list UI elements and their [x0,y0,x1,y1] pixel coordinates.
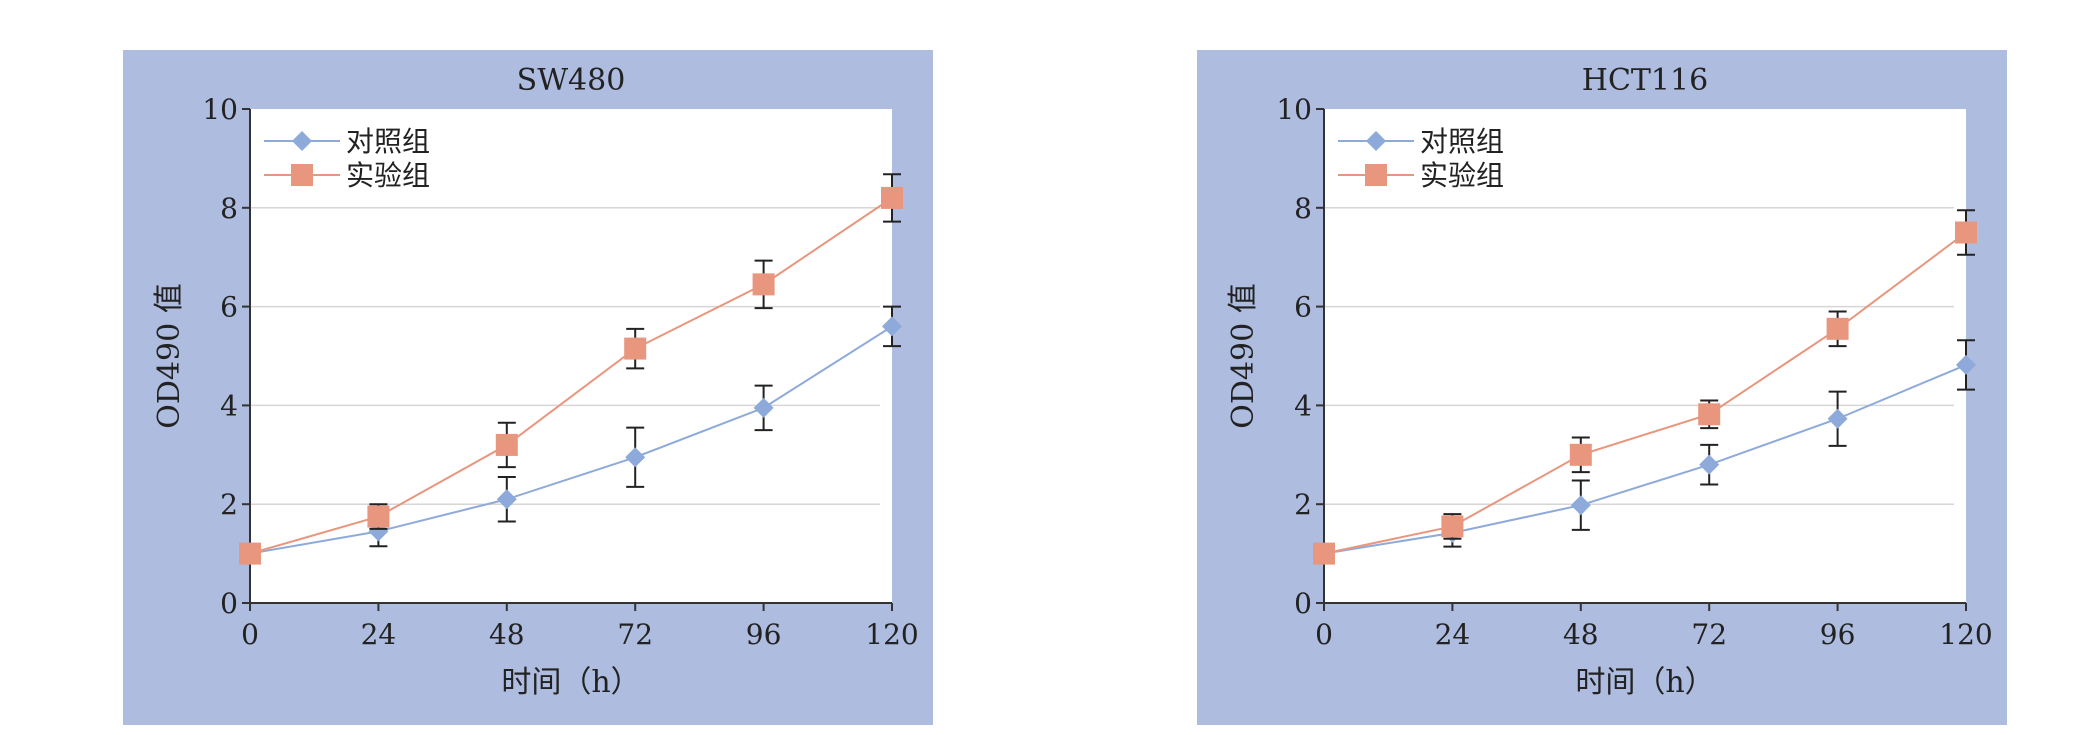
chart-title: HCT116 [1582,63,1708,98]
x-tick-label: 72 [617,618,653,651]
x-axis-label: 时间（h） [501,665,640,700]
x-tick-label: 96 [746,618,782,651]
chart-panel-sw480: 0 2 4 6 8 10 0 24 48 72 96 120 SW480 时间（h） OD490 值对照组实… [123,50,933,725]
x-tick-label: 120 [1939,618,1992,651]
data-point-diamond [1699,454,1720,475]
x-tick-label: 72 [1691,618,1727,651]
plot-area [250,109,892,603]
y-tick-label: 6 [220,291,238,324]
x-tick-label: 120 [865,618,918,651]
data-point-square [1441,515,1464,538]
data-point-square [495,433,518,456]
y-tick-label: 4 [220,389,238,422]
data-point-square [1698,403,1721,426]
x-tick-label: 96 [1820,618,1856,651]
data-point-diamond [1827,408,1848,429]
data-point-diamond [1956,354,1976,375]
data-point-diamond [753,397,774,418]
y-tick-label: 10 [202,93,238,126]
x-tick-label: 0 [1315,618,1333,651]
series-line-1 [1323,231,1967,555]
data-point-diamond [625,447,646,468]
data-point-square [239,542,261,565]
plot-area [1324,109,1966,603]
data-point-square [752,273,775,296]
legend-marker-0 [292,131,312,151]
x-tick-label: 24 [1435,618,1471,651]
data-point-square [1955,221,1977,244]
data-point-diamond [496,489,517,510]
series-line-0 [249,325,893,555]
series-line-1 [249,197,893,555]
y-tick-label: 10 [1276,93,1312,126]
x-tick-label: 48 [1563,618,1599,651]
x-tick-label: 0 [241,618,259,651]
data-point-diamond [1570,495,1591,516]
chart-panel-hct116: 0 2 4 6 8 10 0 24 48 72 96 120 HCT116 时间（h） OD490 值对照组… [1197,50,2007,725]
data-point-diamond [882,316,902,337]
y-axis-label: OD490 值 [152,283,187,428]
data-point-square [624,337,647,360]
legend-marker-1 [1365,164,1387,186]
legend-label-1: 实验组 [346,159,430,192]
legend-label-1: 实验组 [1420,159,1504,192]
y-tick-label: 8 [1294,192,1312,225]
legend-label-0: 对照组 [1420,125,1504,158]
x-tick-label: 48 [489,618,525,651]
legend-marker-1 [291,164,313,186]
chart-title: SW480 [517,63,626,98]
data-point-square [367,505,390,528]
y-tick-label: 6 [1294,291,1312,324]
y-tick-label: 0 [220,587,238,620]
data-point-square [881,186,903,209]
data-point-square [1826,317,1849,340]
y-tick-label: 2 [1294,488,1312,521]
x-tick-label: 24 [361,618,397,651]
y-axis-label: OD490 值 [1226,283,1261,428]
series-line-0 [1323,363,1967,555]
y-tick-label: 2 [220,488,238,521]
y-tick-label: 0 [1294,587,1312,620]
legend-marker-0 [1366,131,1386,151]
data-point-square [1313,542,1335,565]
data-point-square [1569,443,1592,466]
y-tick-label: 4 [1294,389,1312,422]
y-tick-label: 8 [220,192,238,225]
x-axis-label: 时间（h） [1575,665,1714,700]
legend-label-0: 对照组 [346,125,430,158]
